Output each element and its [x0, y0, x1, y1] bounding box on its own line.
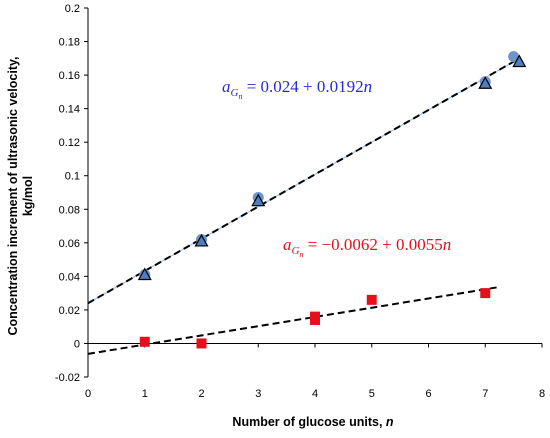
square-point	[139, 336, 150, 347]
y-tick-label: 0.18	[59, 37, 80, 49]
y-tick-label: 0.06	[59, 238, 80, 250]
blue-equation-label: aGn = 0.024 + 0.0192n	[222, 77, 372, 101]
x-tick-label: 3	[255, 388, 261, 400]
circle-point	[508, 51, 520, 63]
x-tick-label: 0	[85, 388, 91, 400]
y-tick-label: 0.12	[59, 137, 80, 149]
x-tick-label: 8	[539, 388, 545, 400]
square-point	[480, 288, 491, 299]
triangle-point	[194, 233, 209, 247]
square-point	[196, 338, 207, 349]
x-tick-label: 2	[198, 388, 204, 400]
axes: -0.02 0 0.02 0.04 0.06 0.08 0.1 0.12 0.14 0.16 0.1…	[55, 3, 545, 400]
blue-fit-dashed-line	[87, 57, 520, 305]
fit-lines	[87, 57, 520, 355]
square-point	[366, 294, 377, 305]
triangle-point	[478, 76, 493, 89]
y-tick-label: 0.2	[65, 3, 80, 15]
y-tick-label: 0.16	[59, 70, 80, 82]
y-tick-label: 0.02	[59, 305, 80, 317]
x-tick-label: 5	[369, 388, 375, 400]
y-tick-label: -0.02	[55, 372, 80, 384]
y-tick-label: 0.1	[65, 171, 80, 183]
y-axis-title-line1: Concentration increment of ultrasonic ve…	[6, 57, 20, 336]
x-tick-label: 6	[425, 388, 431, 400]
x-tick-label: 4	[312, 388, 318, 400]
square-point	[310, 314, 320, 325]
x-tick-label: 1	[142, 388, 148, 400]
red-equation-label: aGn = −0.0062 + 0.0055n	[283, 235, 451, 259]
triangle-point	[512, 54, 527, 68]
y-axis-title-line2: kg/mol	[21, 176, 35, 216]
x-axis-title: Number of glucose units, n	[232, 415, 394, 429]
y-tick-label: 0.14	[59, 104, 80, 116]
x-tick-label: 7	[482, 388, 488, 400]
y-tick-label: 0.08	[59, 204, 80, 216]
red-fit-dashed-line	[87, 286, 497, 355]
triangle-point	[137, 267, 152, 281]
y-tick-label: 0	[74, 338, 80, 350]
y-tick-label: 0.04	[59, 271, 80, 283]
triangle-point	[251, 193, 266, 207]
markers	[137, 51, 527, 349]
